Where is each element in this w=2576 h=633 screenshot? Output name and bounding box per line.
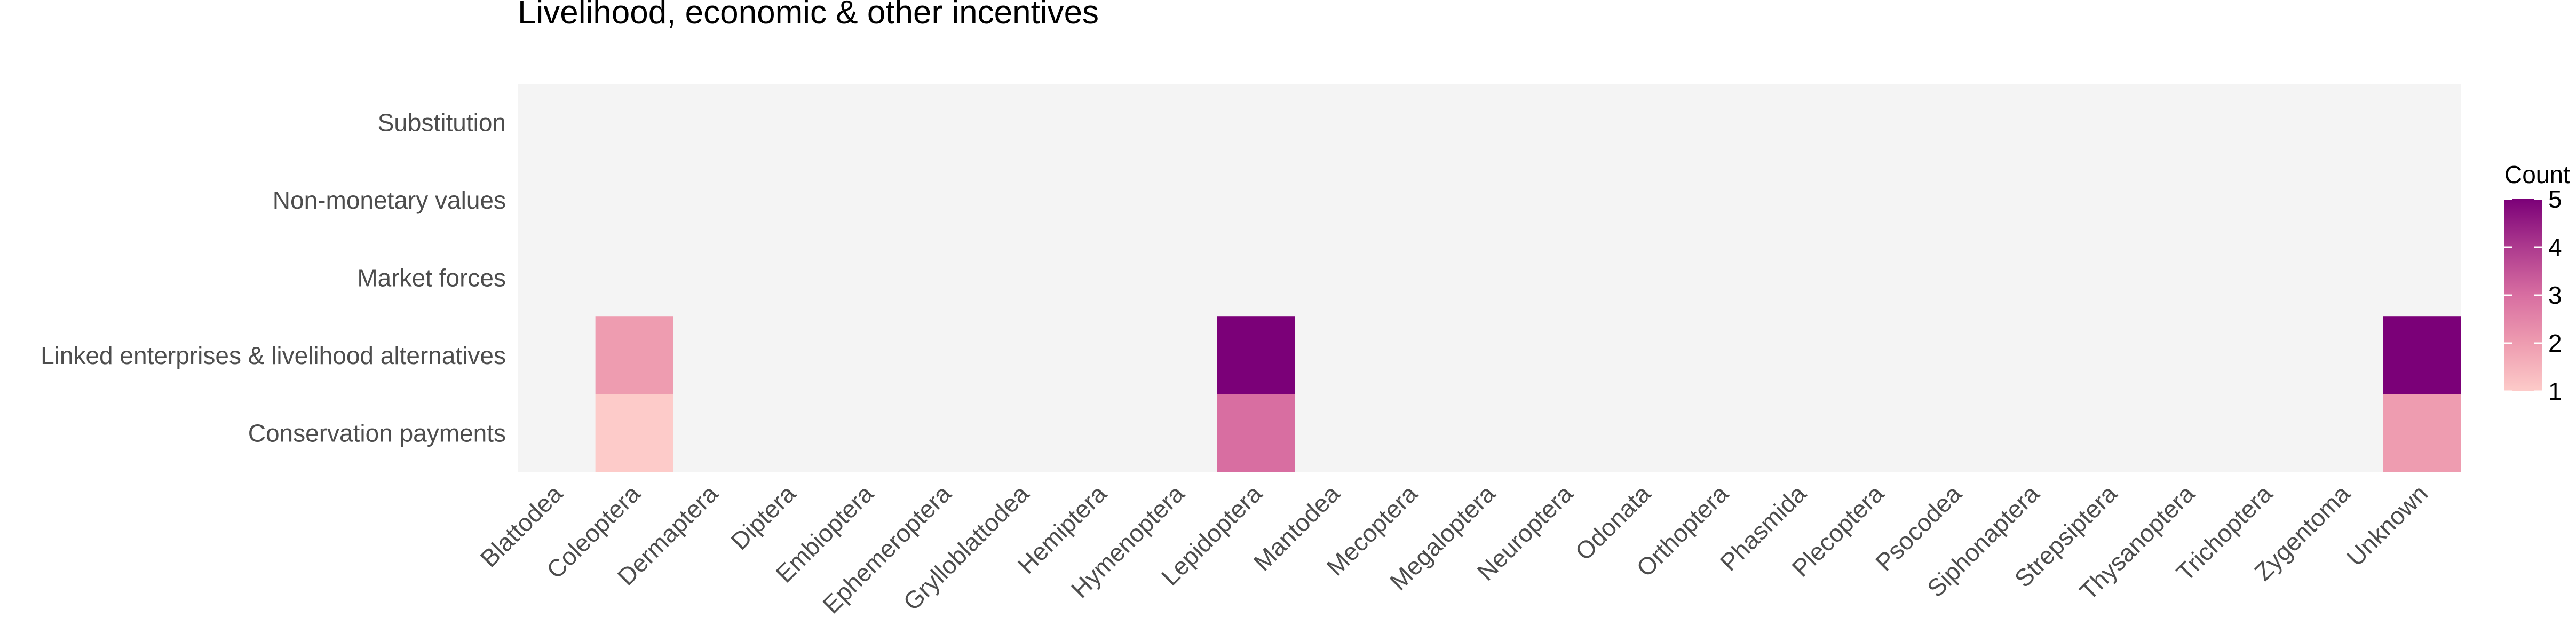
legend-tick-label-2: 2 [2548,329,2562,357]
legend-title: Count [2504,161,2570,188]
legend-tick-label-5: 5 [2548,185,2562,213]
heatmap-cell-coleoptera-conservation-payments [595,394,673,472]
chart-title: Livelihood, economic & other incentives [518,0,1099,31]
y-tick-label-conservation-payments: Conservation payments [248,419,506,447]
x-tick-label-unknown: Unknown [2341,479,2433,571]
heatmap-cell-lepidoptera-conservation-payments [1217,394,1295,472]
legend: Count 1 2 3 4 5 [2504,161,2570,405]
heatmap-cell-unknown-linked-enterprises-livelihood-alternatives [2383,316,2461,394]
panel-background [518,84,2461,472]
heatmap-cell-coleoptera-linked-enterprises-livelihood-alternatives [595,316,673,394]
y-tick-label-substitution: Substitution [378,109,506,137]
x-tick-label-diptera: Diptera [725,479,801,555]
y-tick-label-market-forces: Market forces [357,264,506,292]
y-axis-labels: Substitution Non-monetary values Market fo… [41,109,506,447]
y-tick-label-linked-enterprises-livelihood-alternatives: Linked enterprises & livelihood alternat… [41,342,506,369]
heatmap-cell-unknown-conservation-payments [2383,394,2461,472]
legend-tick-label-1: 1 [2548,377,2562,405]
heatmap-cells [595,316,2461,472]
legend-tick-label-3: 3 [2548,281,2562,309]
legend-tick-label-4: 4 [2548,233,2562,261]
legend-ticks: 1 2 3 4 5 [2504,185,2562,405]
y-tick-label-non-monetary-values: Non-monetary values [273,186,506,214]
heatmap-cell-lepidoptera-linked-enterprises-livelihood-alternatives [1217,316,1295,394]
